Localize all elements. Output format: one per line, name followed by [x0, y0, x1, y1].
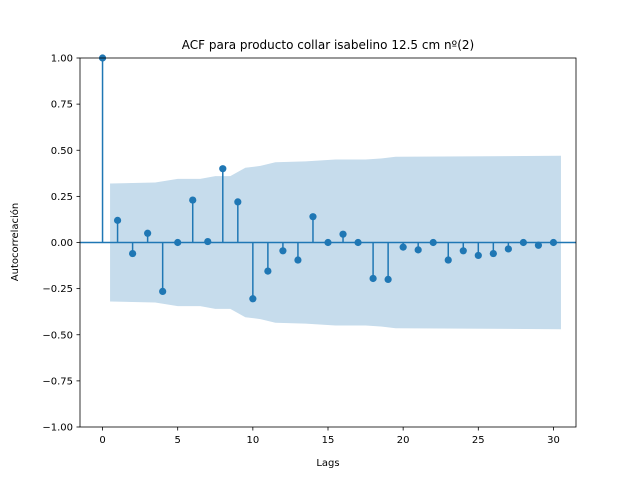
x-tick-label: 10	[246, 435, 259, 446]
y-tick-label: 0.75	[51, 100, 73, 111]
stem-layer	[98, 54, 558, 303]
stem-marker	[489, 249, 497, 258]
x-tick-label: 30	[547, 435, 560, 446]
y-ticks-layer: −1.00 −0.75 −0.50 −0.25 0.00 0.25 0.50 0.75 1.00	[42, 54, 80, 434]
stem-marker	[444, 256, 452, 264]
stem-marker	[369, 274, 377, 283]
stem-marker	[474, 251, 482, 260]
stem-marker	[189, 196, 197, 204]
x-tick-label: 5	[175, 435, 181, 446]
y-tick-label: 0.00	[51, 238, 73, 249]
x-axis-label: Lags	[316, 458, 339, 469]
stem-marker	[113, 216, 122, 224]
y-tick-label: −0.25	[42, 284, 73, 295]
x-tick-label: 0	[99, 435, 105, 446]
y-tick-label: −0.50	[42, 330, 73, 341]
y-tick-label: −1.00	[42, 423, 73, 434]
stem-marker	[459, 247, 467, 255]
stem-marker	[264, 267, 272, 275]
x-tick-label: 15	[322, 435, 335, 446]
y-tick-label: 1.00	[51, 54, 73, 65]
x-ticks-layer: 0 5 10 15 20 25 30	[99, 427, 560, 446]
stem-marker	[399, 243, 407, 251]
stem-marker	[429, 238, 437, 247]
stem-marker	[174, 238, 182, 247]
stem-marker	[339, 230, 347, 238]
stem-marker	[129, 249, 137, 258]
stem-marker	[414, 246, 422, 254]
stem-marker	[549, 238, 558, 247]
stem-marker	[354, 238, 362, 247]
x-tick-label: 20	[397, 435, 410, 446]
stem-marker	[294, 256, 302, 264]
chart-title: ACF para producto collar isabelino 12.5 …	[182, 38, 474, 52]
stem-marker	[204, 237, 212, 246]
stem-marker	[279, 247, 287, 255]
y-axis-label: Autocorrelación	[9, 203, 21, 281]
stem-marker	[324, 238, 332, 247]
stem-marker	[249, 295, 257, 303]
stem-marker	[219, 165, 227, 173]
stem-marker	[519, 238, 527, 247]
stem-marker	[159, 287, 167, 295]
stem-marker	[534, 241, 543, 249]
y-tick-label: 0.25	[51, 192, 73, 203]
y-tick-label: 0.50	[51, 146, 73, 157]
x-tick-label: 25	[472, 435, 485, 446]
stem-marker	[309, 213, 317, 221]
stem-marker	[144, 229, 152, 237]
y-tick-label: −0.75	[42, 376, 73, 387]
stem-marker	[384, 275, 392, 283]
stem-marker	[234, 198, 242, 206]
stem-marker	[504, 245, 512, 253]
